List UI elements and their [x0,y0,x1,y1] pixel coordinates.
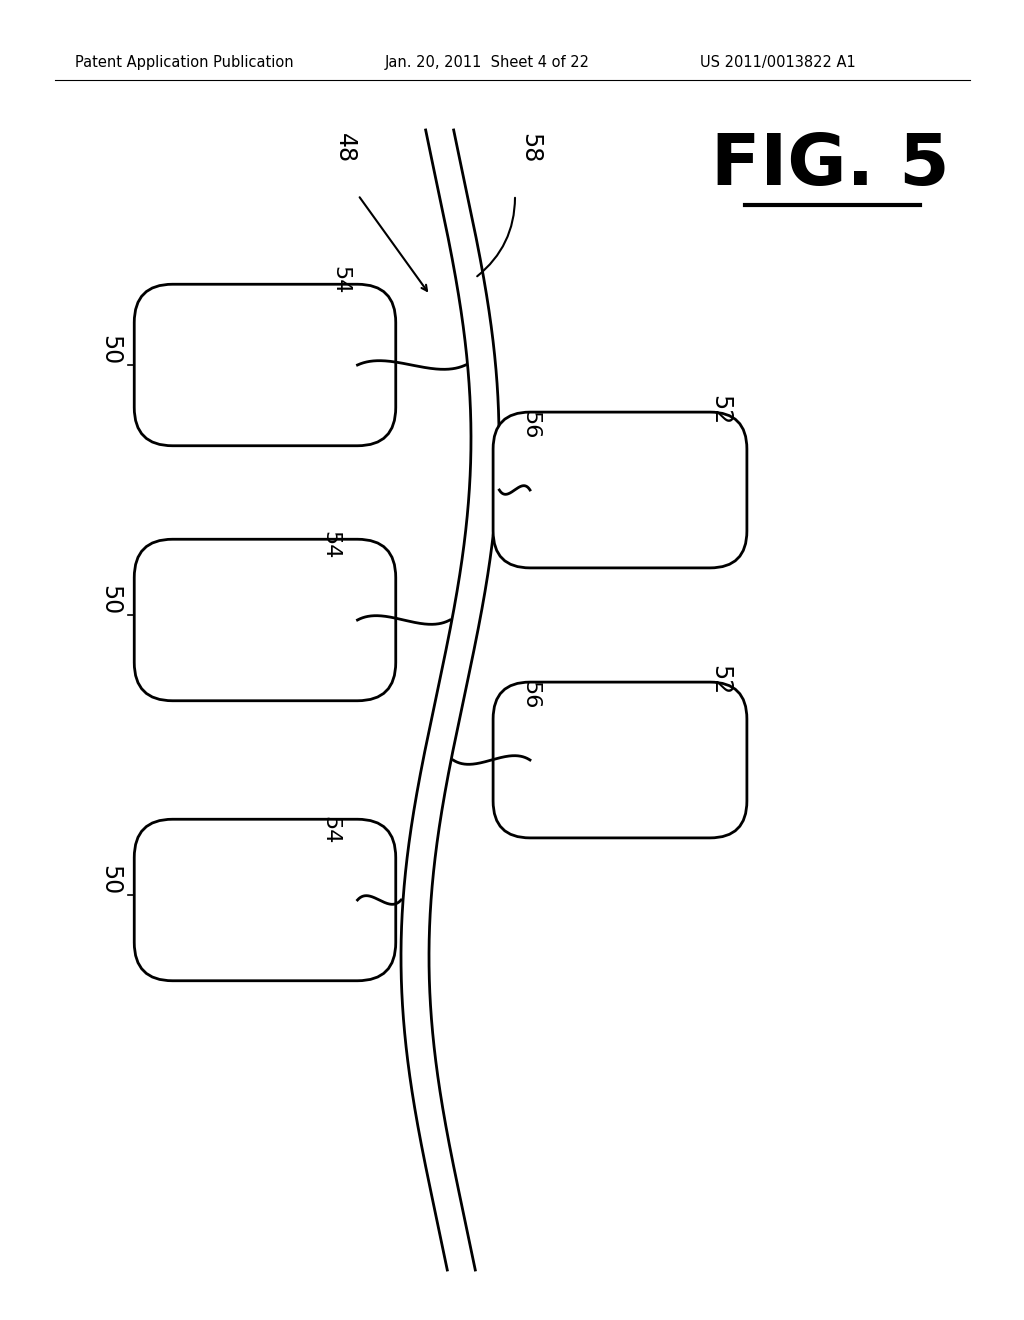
FancyBboxPatch shape [134,540,395,701]
Text: Patent Application Publication: Patent Application Publication [75,54,294,70]
Text: 54: 54 [319,816,340,845]
Text: 52: 52 [708,665,732,696]
Text: 50: 50 [98,865,122,895]
FancyBboxPatch shape [494,682,746,838]
Text: US 2011/0013822 A1: US 2011/0013822 A1 [700,54,856,70]
Text: 54: 54 [330,265,350,294]
Text: 52: 52 [708,395,732,425]
FancyBboxPatch shape [494,412,746,568]
FancyBboxPatch shape [134,284,395,446]
Text: 58: 58 [518,133,542,164]
Text: 48: 48 [333,133,357,164]
Text: Jan. 20, 2011  Sheet 4 of 22: Jan. 20, 2011 Sheet 4 of 22 [385,54,590,70]
Text: 56: 56 [520,681,540,709]
FancyBboxPatch shape [134,820,395,981]
Text: 56: 56 [520,411,540,440]
Text: 50: 50 [98,335,122,366]
Text: 54: 54 [319,531,340,560]
Text: 50: 50 [98,585,122,615]
Text: FIG. 5: FIG. 5 [711,131,949,201]
